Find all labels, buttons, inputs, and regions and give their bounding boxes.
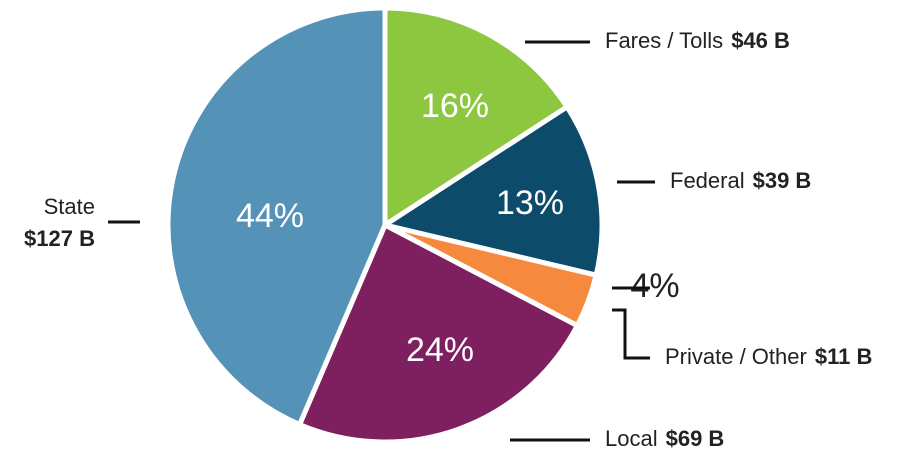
pie-slice [165,5,388,428]
pie-slice [382,5,571,230]
category-label: State [44,194,95,219]
amount-label: $11 B [815,344,873,369]
percent-label: 4% [630,267,679,305]
outer-label: Local $69 B [605,426,724,451]
amount-label: $46 B [731,28,790,53]
category-label: Federal [670,168,745,193]
category-label: Fares / Tolls [605,28,723,53]
outer-label: Fares / Tolls $46 B [605,28,790,53]
percent-label: 44% [236,197,304,235]
percent-label: 24% [406,331,474,369]
percent-label: 13% [496,184,564,222]
pie-slice [378,103,605,279]
outer-label: Federal $39 B [670,168,811,193]
pie-slice [296,221,581,445]
category-label: Local [605,426,658,451]
leader-line [612,308,650,360]
percent-label: 16% [421,87,489,125]
amount-label: $69 B [666,426,725,451]
category-label: Private / Other [665,344,807,369]
amount-label: $39 B [753,168,812,193]
outer-label: Private / Other $11 B [665,344,872,369]
amount-label: $127 B [24,226,95,251]
